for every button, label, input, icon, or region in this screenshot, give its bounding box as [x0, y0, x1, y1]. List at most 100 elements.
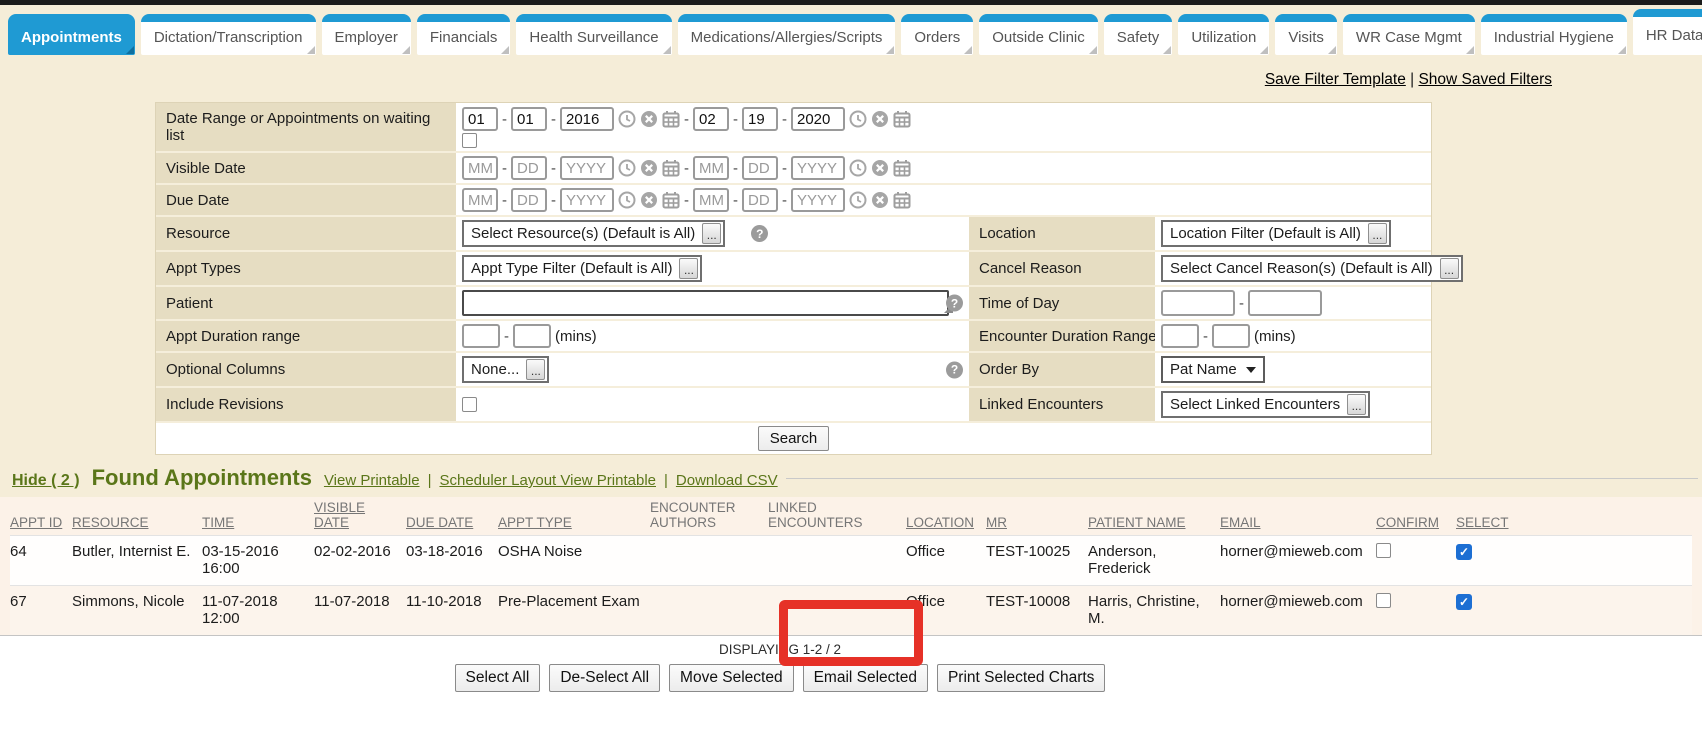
clear-icon[interactable] [871, 159, 889, 177]
calendar-icon[interactable] [893, 110, 911, 128]
appt-type-filter-box[interactable]: Appt Type Filter (Default is All) ... [462, 255, 703, 282]
visible-to-day-input[interactable] [742, 156, 778, 180]
clock-icon[interactable] [849, 110, 867, 128]
due-to-day-input[interactable] [742, 188, 778, 212]
patient-search-input[interactable] [462, 290, 949, 316]
date-from-month-input[interactable] [462, 107, 498, 131]
column-header-appt-type[interactable]: APPT TYPE [498, 515, 572, 530]
tab-industrial-hygiene[interactable]: Industrial Hygiene [1480, 14, 1627, 55]
tab-outside-clinic[interactable]: Outside Clinic [979, 14, 1098, 55]
column-header-patient-name[interactable]: PATIENT NAME [1088, 515, 1186, 530]
column-header-select[interactable]: SELECT [1456, 515, 1509, 530]
help-icon[interactable]: ? [751, 225, 769, 242]
select-checkbox-checked[interactable]: ✓ [1456, 544, 1472, 560]
linked-encounters-box[interactable]: Select Linked Encounters ... [1161, 391, 1371, 418]
cancel-reason-filter-box[interactable]: Select Cancel Reason(s) (Default is All)… [1161, 255, 1463, 282]
hide-results-link[interactable]: Hide ( 2 ) [12, 472, 80, 489]
date-to-month-input[interactable] [693, 107, 729, 131]
column-header-mr[interactable]: MR [986, 515, 1007, 530]
location-filter-box[interactable]: Location Filter (Default is All) ... [1161, 220, 1391, 247]
tab-employer[interactable]: Employer [321, 14, 411, 55]
tab-orders[interactable]: Orders [901, 14, 974, 55]
tab-safety[interactable]: Safety [1103, 14, 1173, 55]
confirm-checkbox[interactable] [1376, 543, 1391, 558]
print-selected-charts-button[interactable]: Print Selected Charts [936, 664, 1106, 692]
visible-to-month-input[interactable] [693, 156, 729, 180]
help-icon[interactable]: ? [946, 294, 963, 312]
encounter-duration-max-input[interactable] [1212, 324, 1250, 348]
tab-health-surveillance[interactable]: Health Surveillance [516, 14, 672, 55]
visible-from-month-input[interactable] [462, 156, 498, 180]
show-saved-filters-link[interactable]: Show Saved Filters [1418, 71, 1552, 88]
visible-to-year-input[interactable] [791, 156, 845, 180]
due-to-month-input[interactable] [693, 188, 729, 212]
select-all-button[interactable]: Select All [454, 664, 541, 692]
calendar-icon[interactable] [893, 159, 911, 177]
tab-visits[interactable]: Visits [1275, 14, 1337, 55]
column-header-due-date[interactable]: DUE DATE [406, 515, 474, 530]
clock-icon[interactable] [849, 191, 867, 209]
resource-filter-box[interactable]: Select Resource(s) (Default is All) ... [462, 220, 726, 247]
column-header-resource[interactable]: RESOURCE [72, 515, 149, 530]
select-checkbox-checked[interactable]: ✓ [1456, 594, 1472, 610]
calendar-icon[interactable] [662, 159, 680, 177]
column-header-email[interactable]: EMAIL [1220, 515, 1261, 530]
confirm-checkbox[interactable] [1376, 593, 1391, 608]
due-to-year-input[interactable] [791, 188, 845, 212]
tab-appointments[interactable]: Appointments [8, 14, 135, 55]
date-to-day-input[interactable] [742, 107, 778, 131]
clear-icon[interactable] [871, 191, 889, 209]
column-header-location[interactable]: LOCATION [906, 515, 975, 530]
calendar-icon[interactable] [662, 191, 680, 209]
email-selected-button[interactable]: Email Selected [802, 664, 928, 692]
date-from-day-input[interactable] [511, 107, 547, 131]
date-to-year-input[interactable] [791, 107, 845, 131]
cancel-reason-browse-button[interactable]: ... [1439, 258, 1459, 279]
appt-duration-max-input[interactable] [513, 324, 551, 348]
due-from-year-input[interactable] [560, 188, 614, 212]
column-header-visible-date[interactable]: VISIBLE DATE [314, 500, 366, 530]
clock-icon[interactable] [618, 191, 636, 209]
clear-icon[interactable] [640, 110, 658, 128]
date-from-year-input[interactable] [560, 107, 614, 131]
save-filter-template-link[interactable]: Save Filter Template [1264, 71, 1406, 88]
due-from-month-input[interactable] [462, 188, 498, 212]
clock-icon[interactable] [618, 110, 636, 128]
calendar-icon[interactable] [662, 110, 680, 128]
appt-duration-min-input[interactable] [462, 324, 500, 348]
waiting-list-checkbox[interactable] [462, 133, 477, 148]
include-revisions-checkbox[interactable] [462, 397, 477, 412]
calendar-icon[interactable] [893, 191, 911, 209]
encounter-duration-min-input[interactable] [1161, 324, 1199, 348]
column-header-confirm[interactable]: CONFIRM [1376, 515, 1439, 530]
help-icon[interactable]: ? [946, 361, 963, 378]
clock-icon[interactable] [618, 159, 636, 177]
view-printable-link[interactable]: View Printable [323, 472, 420, 489]
search-button[interactable]: Search [757, 426, 830, 451]
clear-icon[interactable] [640, 191, 658, 209]
download-csv-link[interactable]: Download CSV [675, 472, 778, 489]
tab-hr-data-feed[interactable]: HR Data Feed ↗ [1632, 9, 1702, 55]
resource-browse-button[interactable]: ... [702, 223, 722, 244]
location-browse-button[interactable]: ... [1367, 223, 1387, 244]
deselect-all-button[interactable]: De-Select All [549, 664, 661, 692]
due-from-day-input[interactable] [511, 188, 547, 212]
linked-encounters-browse-button[interactable]: ... [1347, 394, 1367, 415]
appt-type-browse-button[interactable]: ... [679, 258, 699, 279]
column-header-appt-id[interactable]: APPT ID [10, 515, 63, 530]
tab-medications-allergies-scripts[interactable]: Medications/Allergies/Scripts [677, 14, 896, 55]
move-selected-button[interactable]: Move Selected [669, 664, 794, 692]
time-of-day-to-input[interactable] [1248, 290, 1322, 316]
clear-icon[interactable] [640, 159, 658, 177]
clock-icon[interactable] [849, 159, 867, 177]
optional-columns-browse-button[interactable]: ... [526, 359, 546, 380]
scheduler-layout-printable-link[interactable]: Scheduler Layout View Printable [439, 472, 656, 489]
time-of-day-from-input[interactable] [1161, 290, 1235, 316]
visible-from-day-input[interactable] [511, 156, 547, 180]
visible-from-year-input[interactable] [560, 156, 614, 180]
tab-utilization[interactable]: Utilization [1178, 14, 1270, 55]
tab-dictation-transcription[interactable]: Dictation/Transcription [140, 14, 316, 55]
column-header-time[interactable]: TIME [202, 515, 235, 530]
clear-icon[interactable] [871, 110, 889, 128]
optional-columns-box[interactable]: None... ... [462, 356, 550, 383]
